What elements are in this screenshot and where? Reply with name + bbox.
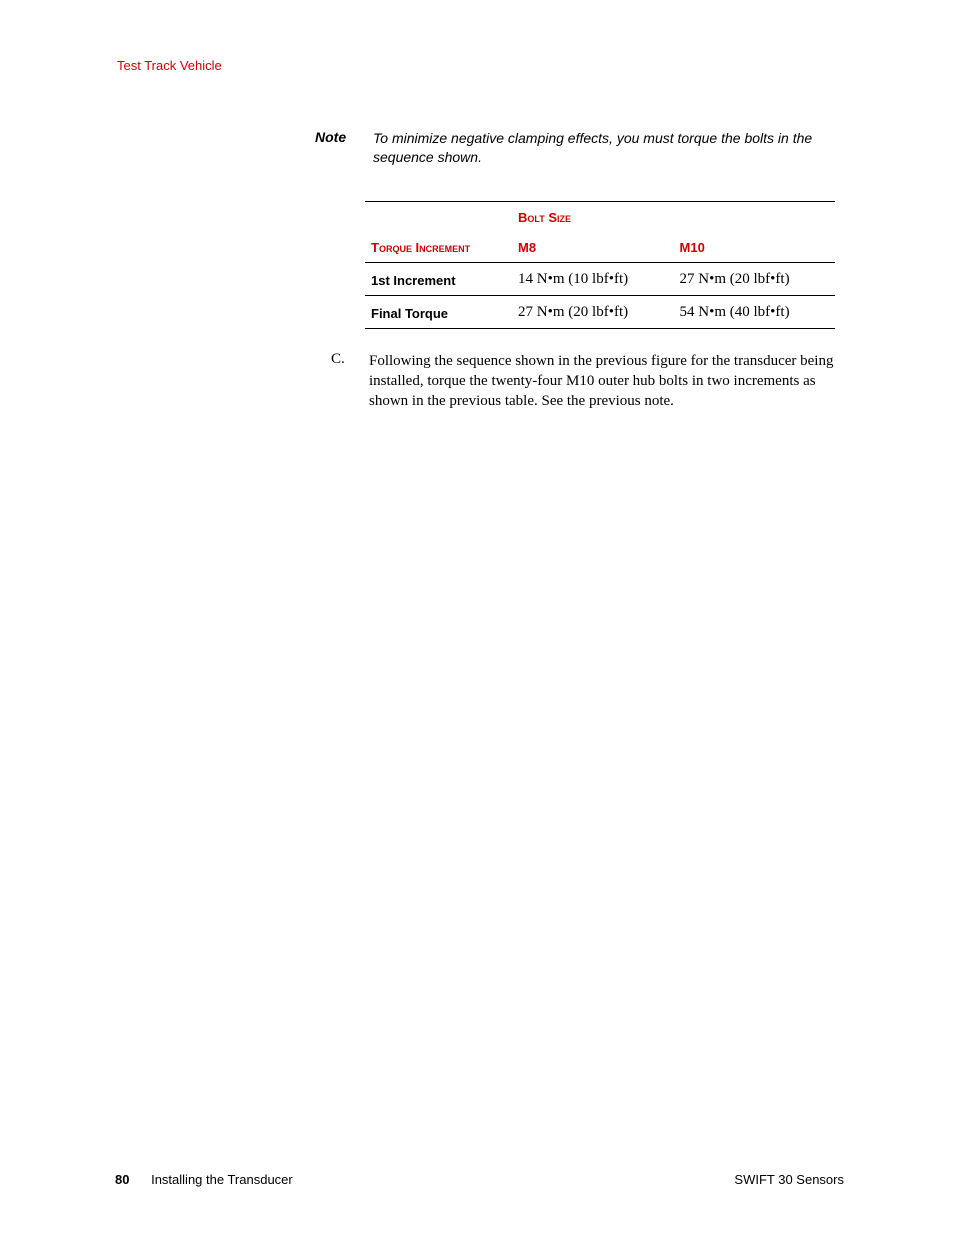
table-super-header: Bolt Size [512, 201, 673, 232]
section-title: Test Track Vehicle [117, 58, 222, 73]
page-number: 80 [115, 1172, 129, 1187]
list-body: Following the sequence shown in the prev… [369, 351, 844, 412]
footer-chapter: Installing the Transducer [151, 1172, 293, 1187]
table-cell: 54 N•m (40 lbf•ft) [674, 295, 835, 328]
table-row: Final Torque 27 N•m (20 lbf•ft) 54 N•m (… [365, 295, 835, 328]
footer-left: 80 Installing the Transducer [115, 1172, 293, 1187]
table-header-row: Torque Increment M8 M10 [365, 232, 835, 263]
note-block: Note To minimize negative clamping effec… [315, 129, 844, 167]
note-body: To minimize negative clamping effects, y… [373, 129, 844, 167]
page-header: Test Track Vehicle [117, 58, 844, 73]
list-item: C. Following the sequence shown in the p… [331, 351, 844, 412]
table-cell: 14 N•m (10 lbf•ft) [512, 262, 673, 295]
table-empty-cell [674, 201, 835, 232]
table-row-label: 1st Increment [365, 262, 512, 295]
table-row-label: Final Torque [365, 295, 512, 328]
table-row: 1st Increment 14 N•m (10 lbf•ft) 27 N•m … [365, 262, 835, 295]
list-marker: C. [331, 351, 369, 412]
note-label: Note [315, 129, 373, 167]
footer-product: SWIFT 30 Sensors [734, 1172, 844, 1187]
page-footer: 80 Installing the Transducer SWIFT 30 Se… [115, 1172, 844, 1187]
table-col-header: M10 [674, 232, 835, 263]
table-empty-cell [365, 201, 512, 232]
table-col-header: M8 [512, 232, 673, 263]
table-cell: 27 N•m (20 lbf•ft) [512, 295, 673, 328]
torque-table: Bolt Size Torque Increment M8 M10 1st In… [365, 201, 835, 329]
footer-right: SWIFT 30 Sensors [734, 1172, 844, 1187]
table-col-header: Torque Increment [365, 232, 512, 263]
table-cell: 27 N•m (20 lbf•ft) [674, 262, 835, 295]
page: Test Track Vehicle Note To minimize nega… [0, 0, 954, 1235]
table-super-header-row: Bolt Size [365, 201, 835, 232]
